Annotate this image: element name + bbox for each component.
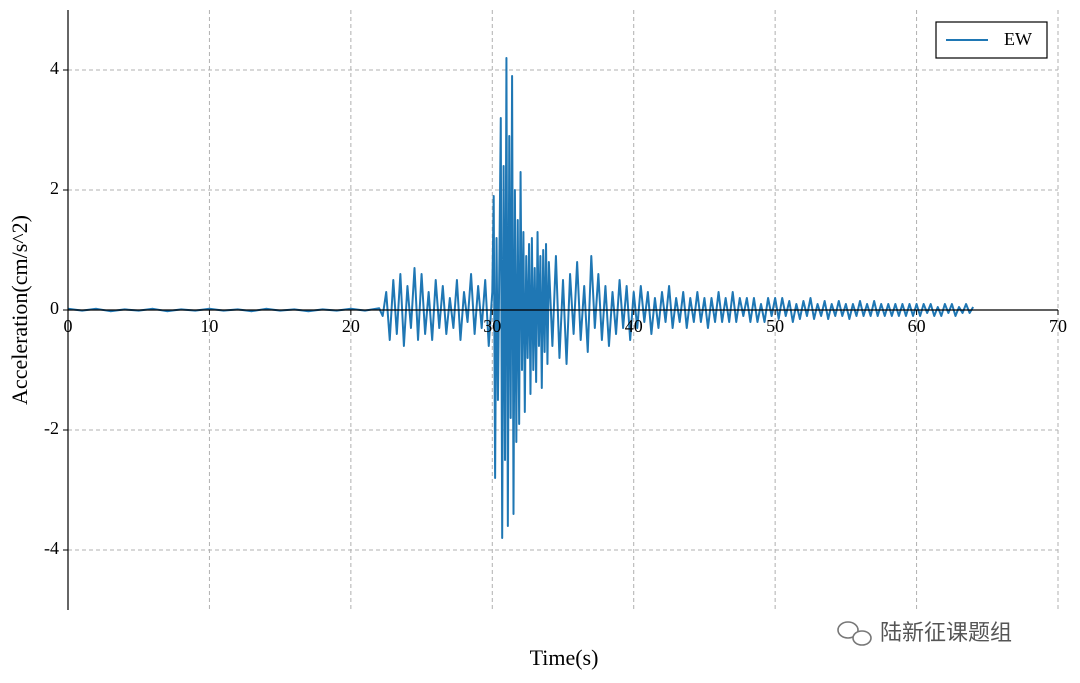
watermark-icon [837, 621, 859, 639]
x-axis-label: Time(s) [530, 645, 599, 670]
legend-label: EW [1004, 29, 1032, 49]
y-tick-label: -4 [44, 538, 59, 558]
x-tick-label: 70 [1049, 316, 1067, 336]
x-tick-label: 60 [908, 316, 926, 336]
x-tick-label: 20 [342, 316, 360, 336]
x-tick-label: 50 [766, 316, 784, 336]
x-tick-label: 30 [483, 316, 501, 336]
series-line [67, 57, 975, 539]
y-tick-label: 0 [50, 298, 59, 318]
y-tick-label: 4 [50, 58, 59, 78]
y-axis-label: Acceleration(cm/s^2) [7, 215, 32, 405]
watermark-icon [852, 630, 872, 646]
y-tick-label: 2 [50, 178, 59, 198]
series-layer [67, 57, 975, 539]
x-tick-label: 40 [625, 316, 643, 336]
watermark-text: 陆新征课题组 [880, 621, 1012, 646]
legend: EW [935, 21, 1048, 59]
x-tick-label: 10 [200, 316, 218, 336]
x-tick-label: 0 [64, 316, 73, 336]
y-tick-label: -2 [44, 418, 59, 438]
watermark: 陆新征课题组 [837, 621, 1012, 646]
